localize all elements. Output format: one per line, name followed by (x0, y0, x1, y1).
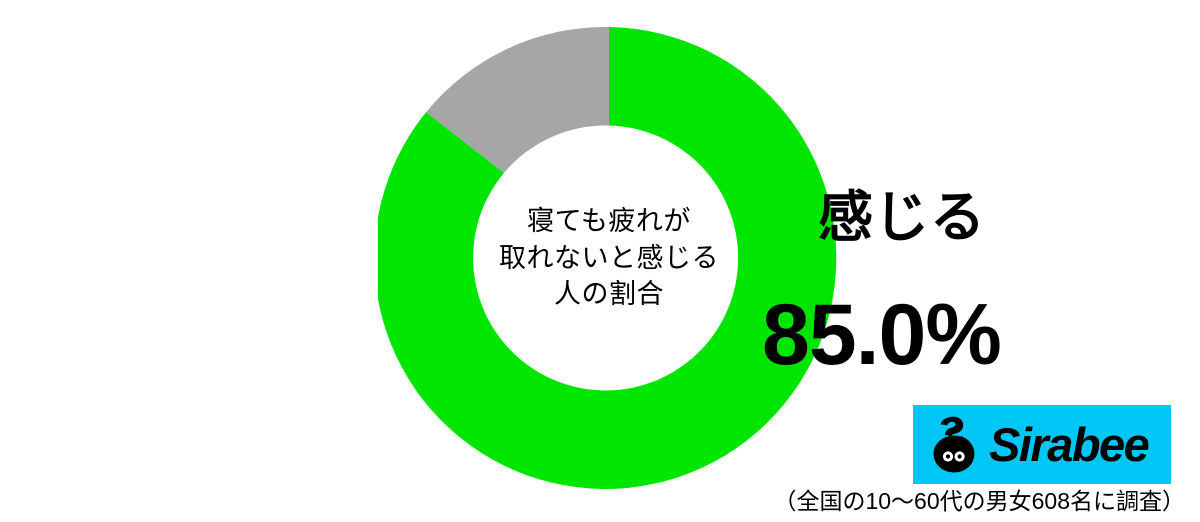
survey-caption: （全国の10〜60代の男女608名に調査） (773, 488, 1185, 514)
sirabee-mascot-icon (933, 416, 975, 472)
callout-percentage-value: 85.0% (762, 287, 1002, 383)
donut-slice-agree[interactable] (378, 27, 837, 489)
sirabee-logo: Sirabee (913, 405, 1171, 484)
donut-chart-svg (378, 27, 837, 489)
donut-chart (378, 27, 840, 489)
callout-category-label: 感じる (818, 186, 987, 248)
sirabee-wordmark: Sirabee (989, 418, 1150, 471)
donut-slice-disagree[interactable] (426, 27, 609, 173)
